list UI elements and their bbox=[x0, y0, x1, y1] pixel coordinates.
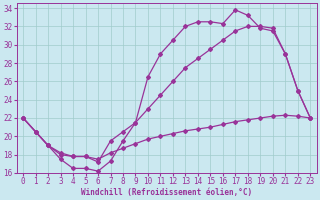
X-axis label: Windchill (Refroidissement éolien,°C): Windchill (Refroidissement éolien,°C) bbox=[81, 188, 252, 197]
